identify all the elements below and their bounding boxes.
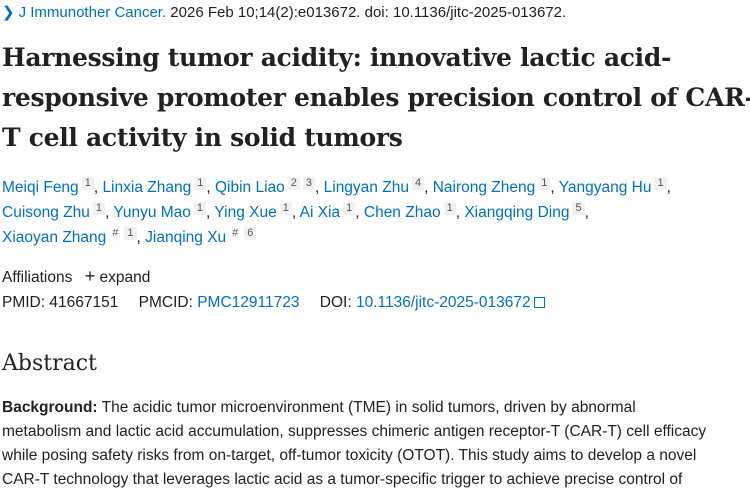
identifiers: PMID: 41667151 PMCID: PMC12911723 DOI: 1… [2, 294, 545, 312]
affiliation-ref[interactable]: 5 [572, 202, 585, 215]
author-link[interactable]: Linxia Zhang [102, 179, 192, 196]
affiliation-ref[interactable]: 3 [302, 177, 315, 190]
affiliation-ref[interactable]: 1 [443, 202, 456, 215]
background-label: Background: [2, 399, 98, 416]
pmid-value: 41667151 [49, 294, 119, 311]
affiliation-ref[interactable]: 1 [343, 202, 356, 215]
affiliation-ref[interactable]: 1 [194, 177, 207, 190]
affiliation-ref[interactable]: 2 [287, 177, 300, 190]
author-link[interactable]: Ai Xia [299, 204, 341, 221]
expand-label: expand [99, 269, 151, 286]
author-link[interactable]: Meiqi Feng [2, 179, 79, 196]
citation-line: ❯ J Immunother Cancer. 2026 Feb 10;14(2):… [2, 3, 566, 21]
plus-icon: + [84, 266, 96, 286]
affiliation-ref[interactable]: 1 [92, 202, 106, 215]
abstract-line: while posing safety risks from on-target… [2, 447, 697, 464]
doi-value: 10.1136/jitc-2025-013672 [355, 294, 531, 311]
abstract-line: metabolism and lactic acid accumulation,… [2, 423, 707, 440]
author-link[interactable]: Ying Xue [214, 204, 277, 221]
pmcid-label: PMCID: [138, 294, 193, 311]
chevron-right-icon: ❯ [2, 4, 15, 21]
author-link[interactable]: Jianqing Xu [145, 229, 227, 246]
affiliation-ref[interactable]: 1 [81, 177, 94, 190]
author-link[interactable]: Xiaoyan Zhang [2, 229, 107, 246]
affiliation-ref[interactable]: 4 [411, 177, 425, 190]
abstract-line: CAR-T technology that leverages lactic a… [2, 471, 683, 488]
abstract-line: The acidic tumor microenvironment (TME) … [97, 399, 636, 416]
journal-link[interactable]: J Immunother Cancer. [18, 4, 167, 21]
affiliation-ref[interactable]: 1 [538, 177, 551, 190]
affiliation-ref[interactable]: # [232, 227, 239, 239]
author-link[interactable]: Yangyang Hu [558, 179, 652, 196]
author-link[interactable]: Qibin Liao [214, 179, 285, 196]
affiliation-ref[interactable]: 1 [193, 202, 207, 215]
author-list: Meiqi Feng 1, Linxia Zhang 1, Qibin Liao 2 3… [2, 177, 671, 246]
affiliation-ref[interactable]: 1 [654, 177, 667, 190]
page-title: Harnessing tumor acidity: innovative lac… [2, 43, 750, 152]
author-link[interactable]: Chen Zhao [363, 204, 441, 221]
doi-link[interactable]: 10.1136/jitc-2025-013672 [356, 294, 545, 311]
affiliation-ref[interactable]: 6 [244, 227, 257, 240]
affiliation-ref[interactable]: 1 [279, 202, 292, 215]
abstract-text: Background: The acidic tumor microenviro… [2, 396, 706, 492]
author-link[interactable]: Lingyan Zhu [323, 179, 409, 196]
affiliations-label: Affiliations [2, 269, 73, 286]
author-link[interactable]: Cuisong Zhu [2, 204, 90, 221]
author-link[interactable]: Yunyu Mao [113, 204, 191, 221]
citation-details: 2026 Feb 10;14(2):e013672. doi: 10.1136/… [166, 4, 567, 21]
affiliation-ref[interactable]: # [112, 227, 119, 239]
expand-affiliations-button[interactable]: + expand [77, 266, 151, 286]
pmid-label: PMID: [2, 294, 46, 311]
author-link[interactable]: Nairong Zheng [432, 179, 536, 196]
author-link[interactable]: Xiangqing Ding [464, 204, 570, 221]
external-link-icon [533, 297, 545, 308]
affiliation-ref[interactable]: 1 [124, 227, 137, 240]
pmcid-link[interactable]: PMC12911723 [197, 294, 300, 311]
affiliations: Affiliations + expand [2, 266, 150, 287]
abstract-heading: Abstract [2, 351, 97, 376]
doi-label: DOI: [319, 294, 352, 311]
